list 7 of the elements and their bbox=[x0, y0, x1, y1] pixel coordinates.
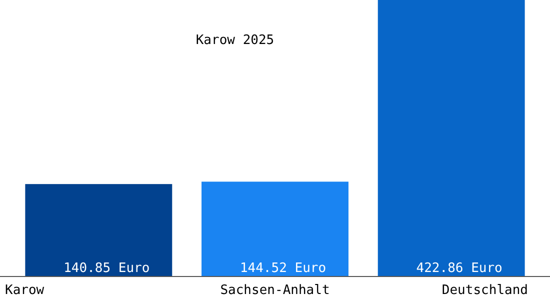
data-label: 144.52 Euro bbox=[240, 261, 326, 276]
data-label: 422.86 Euro bbox=[416, 261, 502, 276]
x-tick-label: Karow bbox=[5, 283, 44, 298]
x-tick-label: Sachsen-Anhalt bbox=[220, 283, 330, 298]
x-tick-label: Deutschland bbox=[442, 283, 528, 298]
data-label: 140.85 Euro bbox=[64, 261, 150, 276]
text: Karow 2025 bbox=[196, 33, 274, 48]
